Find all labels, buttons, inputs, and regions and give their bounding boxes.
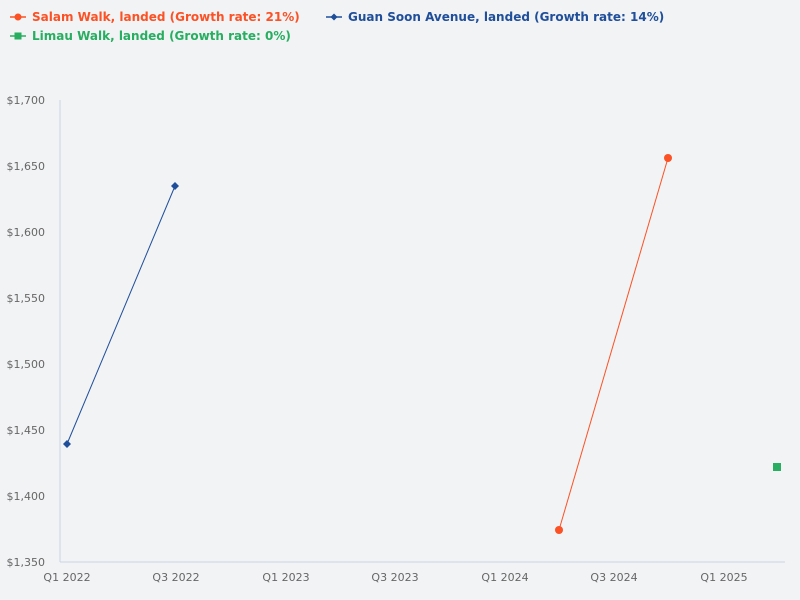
data-point[interactable] [555,526,563,534]
x-tick: Q3 2022 [152,571,199,584]
chart-legend: Salam Walk, landed (Growth rate: 21%) Gu… [0,0,800,50]
x-tick: Q1 2022 [43,571,90,584]
x-tick: Q3 2023 [371,571,418,584]
legend-item-limau-walk[interactable]: Limau Walk, landed (Growth rate: 0%) [10,29,291,43]
square-marker-icon [10,32,26,40]
x-tick: Q1 2023 [262,571,309,584]
y-tick: $1,400 [7,490,46,503]
y-tick: $1,350 [7,556,46,569]
data-point[interactable] [664,154,672,162]
x-tick: Q1 2025 [700,571,747,584]
circle-marker-icon [10,13,26,21]
diamond-marker-icon [326,13,342,21]
legend-item-salam-walk[interactable]: Salam Walk, landed (Growth rate: 21%) [10,10,300,24]
y-tick: $1,650 [7,160,46,173]
x-axis-ticks: Q1 2022 Q3 2022 Q1 2023 Q3 2023 Q1 2024 … [43,571,747,584]
y-tick: $1,450 [7,424,46,437]
y-tick: $1,600 [7,226,46,239]
series-limau-walk [773,463,781,471]
y-tick: $1,500 [7,358,46,371]
series-salam-walk [555,154,672,534]
legend-item-guan-soon-avenue[interactable]: Guan Soon Avenue, landed (Growth rate: 1… [326,10,664,24]
x-tick: Q3 2024 [590,571,637,584]
legend-label: Salam Walk, landed (Growth rate: 21%) [32,10,300,24]
series-guan-soon-avenue [63,182,179,448]
x-tick: Q1 2024 [481,571,528,584]
data-point[interactable] [171,182,179,190]
y-tick: $1,700 [7,94,46,107]
y-axis-ticks: $1,350 $1,400 $1,450 $1,500 $1,550 $1,60… [7,94,46,569]
data-point[interactable] [773,463,781,471]
legend-label: Limau Walk, landed (Growth rate: 0%) [32,29,291,43]
data-point[interactable] [63,440,71,448]
y-tick: $1,550 [7,292,46,305]
legend-label: Guan Soon Avenue, landed (Growth rate: 1… [348,10,665,24]
